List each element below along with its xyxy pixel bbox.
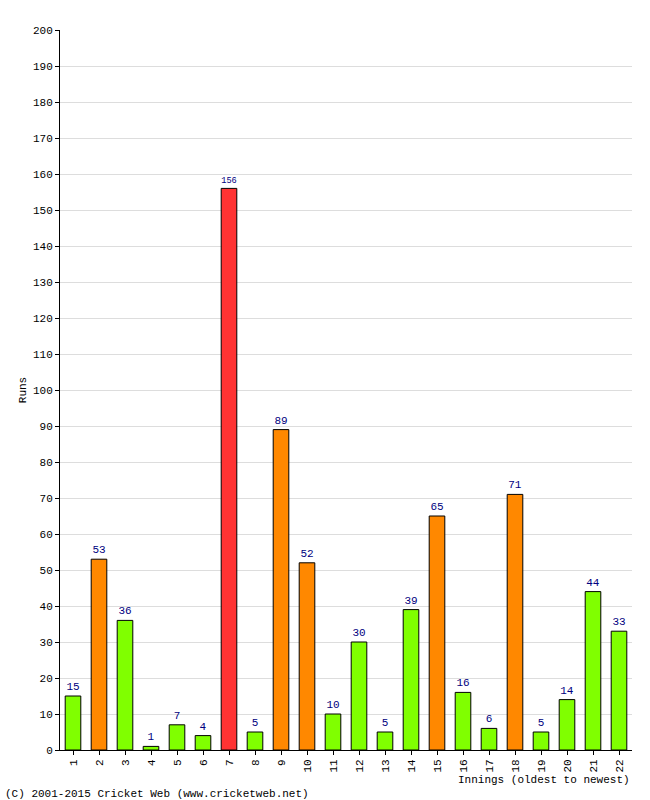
svg-text:156: 156 xyxy=(221,176,237,186)
svg-text:100: 100 xyxy=(33,385,53,397)
svg-text:33: 33 xyxy=(612,616,625,628)
svg-text:30: 30 xyxy=(352,627,365,639)
svg-text:20: 20 xyxy=(562,759,574,772)
svg-text:50: 50 xyxy=(40,565,53,577)
svg-text:6: 6 xyxy=(198,759,210,766)
svg-text:10: 10 xyxy=(40,709,53,721)
svg-text:6: 6 xyxy=(486,713,493,725)
svg-text:Innings (oldest to newest): Innings (oldest to newest) xyxy=(458,774,630,786)
svg-text:130: 130 xyxy=(33,277,53,289)
svg-text:4: 4 xyxy=(146,759,158,766)
svg-text:39: 39 xyxy=(404,595,417,607)
svg-text:160: 160 xyxy=(33,169,53,181)
svg-text:200: 200 xyxy=(33,25,53,37)
svg-text:120: 120 xyxy=(33,313,53,325)
svg-text:15: 15 xyxy=(432,759,444,772)
svg-text:65: 65 xyxy=(430,501,443,513)
svg-text:9: 9 xyxy=(276,759,288,766)
svg-text:10: 10 xyxy=(326,699,339,711)
svg-text:8: 8 xyxy=(250,759,262,766)
svg-text:170: 170 xyxy=(33,133,53,145)
svg-text:16: 16 xyxy=(458,759,470,772)
svg-text:18: 18 xyxy=(510,759,522,772)
svg-text:17: 17 xyxy=(484,759,496,772)
svg-text:190: 190 xyxy=(33,61,53,73)
svg-text:70: 70 xyxy=(40,493,53,505)
svg-text:7: 7 xyxy=(224,759,236,766)
svg-text:19: 19 xyxy=(536,759,548,772)
svg-text:14: 14 xyxy=(560,685,574,697)
svg-text:16: 16 xyxy=(456,677,469,689)
svg-text:1: 1 xyxy=(148,731,155,743)
svg-text:10: 10 xyxy=(302,759,314,772)
svg-text:5: 5 xyxy=(382,717,389,729)
svg-text:5: 5 xyxy=(538,717,545,729)
svg-text:89: 89 xyxy=(274,415,287,427)
svg-text:60: 60 xyxy=(40,529,53,541)
svg-text:21: 21 xyxy=(588,759,600,773)
svg-text:4: 4 xyxy=(200,721,207,733)
svg-text:14: 14 xyxy=(406,759,418,773)
svg-text:15: 15 xyxy=(66,681,79,693)
svg-text:20: 20 xyxy=(40,673,53,685)
svg-text:22: 22 xyxy=(614,759,626,772)
svg-text:12: 12 xyxy=(354,759,366,772)
svg-text:11: 11 xyxy=(328,759,340,773)
svg-text:44: 44 xyxy=(586,577,600,589)
svg-text:13: 13 xyxy=(380,759,392,772)
svg-text:180: 180 xyxy=(33,97,53,109)
svg-text:40: 40 xyxy=(40,601,53,613)
svg-text:53: 53 xyxy=(92,544,105,556)
svg-text:1: 1 xyxy=(68,759,80,766)
svg-text:30: 30 xyxy=(40,637,53,649)
svg-text:3: 3 xyxy=(120,759,132,766)
svg-text:90: 90 xyxy=(40,421,53,433)
svg-text:80: 80 xyxy=(40,457,53,469)
svg-text:5: 5 xyxy=(252,717,259,729)
svg-text:52: 52 xyxy=(300,548,313,560)
svg-text:7: 7 xyxy=(174,710,181,722)
svg-text:140: 140 xyxy=(33,241,53,253)
svg-text:2: 2 xyxy=(94,759,106,766)
svg-text:5: 5 xyxy=(172,759,184,766)
svg-text:110: 110 xyxy=(33,349,53,361)
svg-text:150: 150 xyxy=(33,205,53,217)
svg-text:36: 36 xyxy=(118,605,131,617)
svg-text:71: 71 xyxy=(508,479,522,491)
svg-text:Runs: Runs xyxy=(17,377,29,403)
svg-text:0: 0 xyxy=(46,745,53,757)
svg-text:(C) 2001-2015 Cricket Web (www: (C) 2001-2015 Cricket Web (www.cricketwe… xyxy=(5,788,309,800)
